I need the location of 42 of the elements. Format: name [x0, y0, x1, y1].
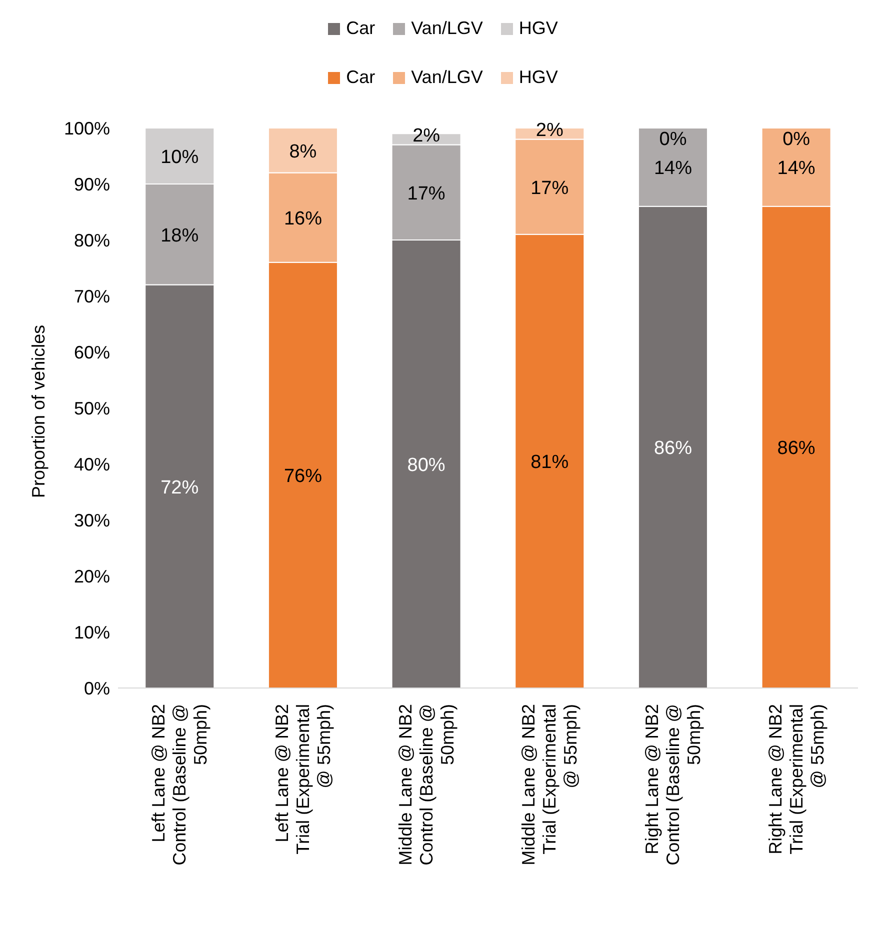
data-label: 17%	[530, 178, 569, 199]
legend-label: HGV	[518, 67, 558, 88]
y-tick-label: 90%	[74, 174, 110, 194]
y-tick-label: 100%	[64, 118, 110, 138]
data-label: 76%	[284, 466, 322, 488]
legend-label: HGV	[518, 18, 558, 39]
data-label: 86%	[777, 438, 816, 460]
y-tick-label: 0%	[84, 678, 110, 698]
y-tick-label: 10%	[74, 622, 110, 642]
data-label: 2%	[536, 120, 564, 141]
data-label: 14%	[777, 158, 816, 180]
x-tick-label: Left Lane @ NB2 Control (Baseline @ 50mph)	[148, 704, 211, 866]
legend-label: Van/LGV	[411, 18, 483, 39]
data-label: 86%	[654, 438, 692, 460]
x-tick-label: Middle Lane @ NB2 Control (Baseline @ 50mph)	[395, 704, 458, 866]
data-label: 80%	[407, 455, 446, 476]
y-tick-label: 80%	[74, 230, 110, 250]
data-label: 0%	[782, 129, 812, 151]
x-tick-label: Right Lane @ NB2 Control (Baseline @ 50mph)	[642, 704, 704, 866]
y-tick-label: 40%	[74, 454, 110, 474]
y-tick-label: 50%	[74, 398, 110, 418]
legend-label: Car	[346, 18, 376, 39]
data-label: 81%	[530, 452, 569, 474]
data-label: 10%	[160, 147, 199, 168]
data-label: 17%	[407, 183, 446, 204]
x-tick-label: Left Lane @ NB2 Trial (Experimental @ 55mph)	[272, 704, 334, 854]
legend-label: Car	[346, 67, 376, 88]
legend-label: Van/LGV	[411, 67, 483, 88]
x-tick-label: Middle Lane @ NB2 Trial (Experimental @ 55mph)	[518, 704, 581, 866]
y-tick-label: 20%	[74, 566, 110, 586]
data-label: 16%	[284, 208, 322, 230]
data-label: 18%	[160, 225, 199, 246]
data-label: 72%	[160, 477, 199, 498]
data-label: 0%	[658, 129, 688, 151]
data-label: 8%	[289, 141, 317, 162]
data-label: 2%	[412, 126, 440, 147]
x-tick-label: Right Lane @ NB2 Trial (Experimental @ 55mph)	[765, 704, 828, 854]
y-tick-label: 30%	[74, 510, 110, 530]
data-label: 14%	[654, 158, 692, 180]
y-tick-label: 60%	[74, 342, 110, 362]
y-tick-label: 70%	[74, 286, 110, 306]
y-axis-title: Proportion of vehicles	[28, 324, 48, 498]
